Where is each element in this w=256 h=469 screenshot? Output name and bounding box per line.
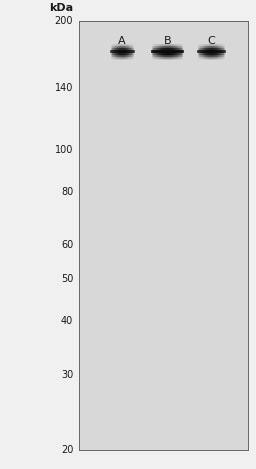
Text: 50: 50	[61, 274, 73, 285]
Text: 30: 30	[61, 370, 73, 380]
Text: 80: 80	[61, 187, 73, 197]
Text: B: B	[163, 36, 171, 46]
Text: 140: 140	[55, 83, 73, 92]
Text: 100: 100	[55, 145, 73, 155]
Text: C: C	[207, 36, 215, 46]
Text: 60: 60	[61, 241, 73, 250]
Text: kDa: kDa	[49, 2, 73, 13]
Text: A: A	[118, 36, 125, 46]
Text: 200: 200	[55, 16, 73, 26]
Text: 40: 40	[61, 316, 73, 326]
Text: 20: 20	[61, 445, 73, 455]
